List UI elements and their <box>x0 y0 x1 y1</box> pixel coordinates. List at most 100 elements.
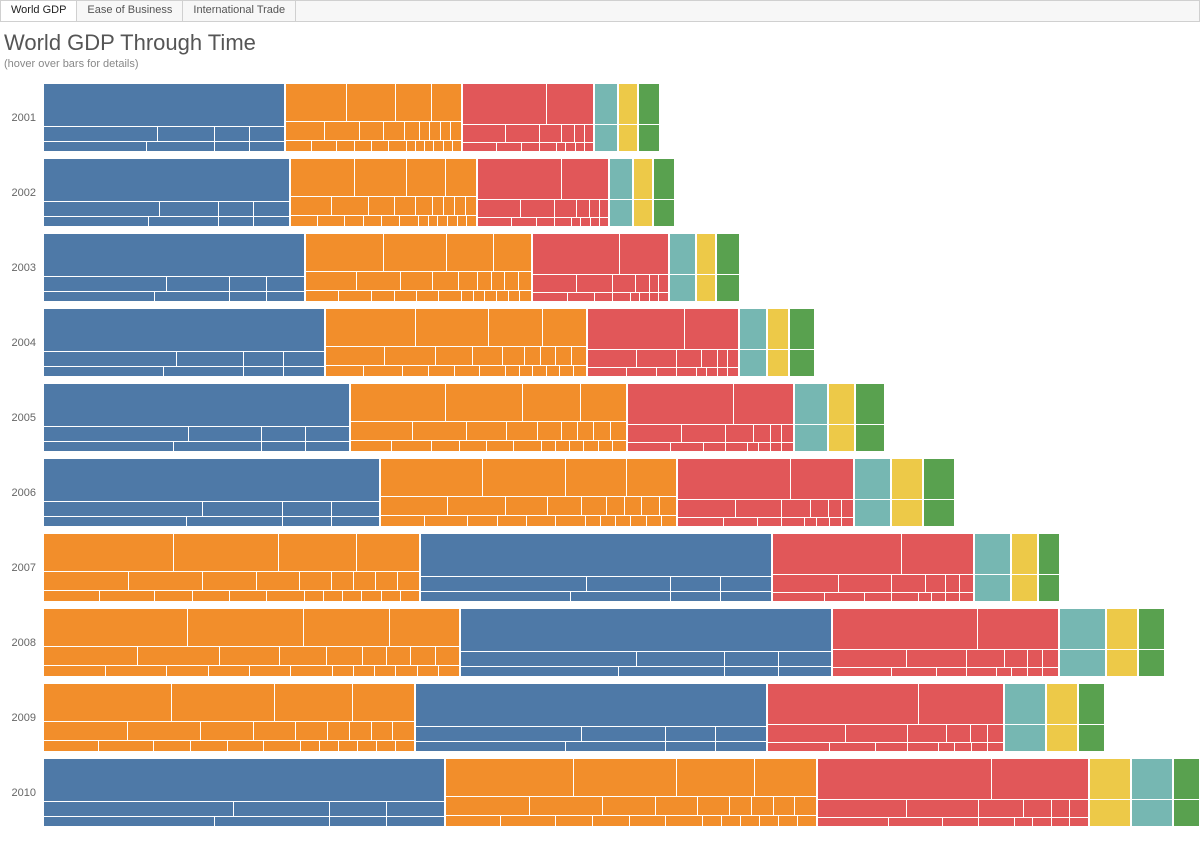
treemap-cell[interactable] <box>1079 725 1104 751</box>
segment-oceania[interactable] <box>1174 759 1199 826</box>
treemap-cell[interactable] <box>581 384 626 421</box>
treemap-cell[interactable] <box>333 666 353 676</box>
treemap-cell[interactable] <box>459 272 478 290</box>
treemap-cell[interactable] <box>434 141 442 151</box>
treemap-cell[interactable] <box>671 577 721 591</box>
treemap-cell[interactable] <box>497 291 508 301</box>
segment-asia[interactable] <box>463 84 593 151</box>
treemap-cell[interactable] <box>326 309 415 346</box>
treemap-cell[interactable] <box>613 275 635 292</box>
treemap-cell[interactable] <box>473 347 502 365</box>
treemap-cell[interactable] <box>304 609 390 646</box>
treemap-cell[interactable] <box>463 143 496 151</box>
treemap-cell[interactable] <box>907 650 966 667</box>
treemap-cell[interactable] <box>354 572 375 590</box>
treemap-cell[interactable] <box>1039 575 1059 601</box>
treemap-cell[interactable] <box>634 200 652 226</box>
treemap-cell[interactable] <box>908 725 946 742</box>
treemap-cell[interactable] <box>543 309 586 346</box>
treemap-cell[interactable] <box>360 122 384 140</box>
treemap-cell[interactable] <box>1052 800 1070 817</box>
treemap-cell[interactable] <box>478 218 511 226</box>
treemap-cell[interactable] <box>919 593 932 601</box>
treemap-cell[interactable] <box>1028 650 1043 667</box>
treemap-cell[interactable] <box>350 722 371 740</box>
treemap-cell[interactable] <box>419 216 428 226</box>
treemap-cell[interactable] <box>972 743 987 751</box>
treemap-cell[interactable] <box>138 647 219 665</box>
treemap-cell[interactable] <box>520 366 532 376</box>
treemap-cell[interactable] <box>220 647 278 665</box>
treemap-cell[interactable] <box>99 741 153 751</box>
treemap-cell[interactable] <box>267 591 303 601</box>
treemap-cell[interactable] <box>594 422 609 440</box>
treemap-cell[interactable] <box>509 291 520 301</box>
treemap-cell[interactable] <box>1060 650 1105 676</box>
segment-europe[interactable] <box>326 309 586 376</box>
treemap-cell[interactable] <box>505 272 517 290</box>
tab-international-trade[interactable]: International Trade <box>183 1 296 21</box>
treemap-cell[interactable] <box>44 442 173 451</box>
treemap-cell[interactable] <box>978 609 1058 649</box>
treemap-cell[interactable] <box>230 277 267 291</box>
treemap-cell[interactable] <box>773 593 824 601</box>
treemap-cell[interactable] <box>400 216 417 226</box>
treemap-cell[interactable] <box>387 647 410 665</box>
treemap-cell[interactable] <box>433 197 443 215</box>
treemap-cell[interactable] <box>201 722 253 740</box>
treemap-cell[interactable] <box>721 577 771 591</box>
treemap-cell[interactable] <box>631 293 640 301</box>
treemap-cell[interactable] <box>306 442 349 451</box>
treemap-cell[interactable] <box>637 350 676 367</box>
treemap-cell[interactable] <box>453 141 461 151</box>
segment-africa[interactable] <box>634 159 652 226</box>
treemap-cell[interactable] <box>736 500 781 517</box>
treemap-cell[interactable] <box>547 366 559 376</box>
segment-middle-east[interactable] <box>610 159 632 226</box>
treemap-cell[interactable] <box>833 650 906 667</box>
treemap-cell[interactable] <box>575 125 583 142</box>
treemap-cell[interactable] <box>798 816 816 826</box>
treemap-cell[interactable] <box>44 802 233 816</box>
treemap-cell[interactable] <box>577 200 590 217</box>
treemap-cell[interactable] <box>332 502 379 516</box>
treemap-cell[interactable] <box>416 141 424 151</box>
treemap-cell[interactable] <box>631 516 645 526</box>
treemap-cell[interactable] <box>372 291 393 301</box>
treemap-cell[interactable] <box>704 443 725 451</box>
segment-europe[interactable] <box>351 384 626 451</box>
treemap-cell[interactable] <box>390 609 459 646</box>
treemap-cell[interactable] <box>774 797 795 815</box>
treemap-cell[interactable] <box>44 427 188 441</box>
treemap-cell[interactable] <box>492 272 504 290</box>
treemap-cell[interactable] <box>627 368 656 376</box>
treemap-cell[interactable] <box>619 667 724 676</box>
segment-africa[interactable] <box>697 234 715 301</box>
treemap-cell[interactable] <box>405 122 419 140</box>
segment-the-americas[interactable] <box>421 534 771 601</box>
segment-africa[interactable] <box>1047 684 1077 751</box>
treemap-cell[interactable] <box>654 159 674 199</box>
treemap-cell[interactable] <box>1090 759 1130 799</box>
treemap-cell[interactable] <box>430 122 440 140</box>
treemap-cell[interactable] <box>1174 800 1199 826</box>
segment-asia[interactable] <box>478 159 608 226</box>
treemap-cell[interactable] <box>466 197 476 215</box>
segment-asia[interactable] <box>768 684 1003 751</box>
treemap-cell[interactable] <box>291 216 317 226</box>
treemap-cell[interactable] <box>725 652 777 666</box>
treemap-cell[interactable] <box>833 609 977 649</box>
treemap-cell[interactable] <box>992 759 1088 799</box>
treemap-cell[interactable] <box>779 667 831 676</box>
treemap-cell[interactable] <box>818 800 906 817</box>
treemap-cell[interactable] <box>44 159 289 201</box>
treemap-cell[interactable] <box>407 159 445 196</box>
treemap-cell[interactable] <box>846 725 907 742</box>
treemap-cell[interactable] <box>627 459 676 496</box>
treemap-cell[interactable] <box>924 500 954 526</box>
treemap-cell[interactable] <box>438 216 447 226</box>
treemap-cell[interactable] <box>330 802 387 816</box>
treemap-cell[interactable] <box>417 291 438 301</box>
treemap-cell[interactable] <box>44 292 154 301</box>
treemap-cell[interactable] <box>284 367 324 376</box>
